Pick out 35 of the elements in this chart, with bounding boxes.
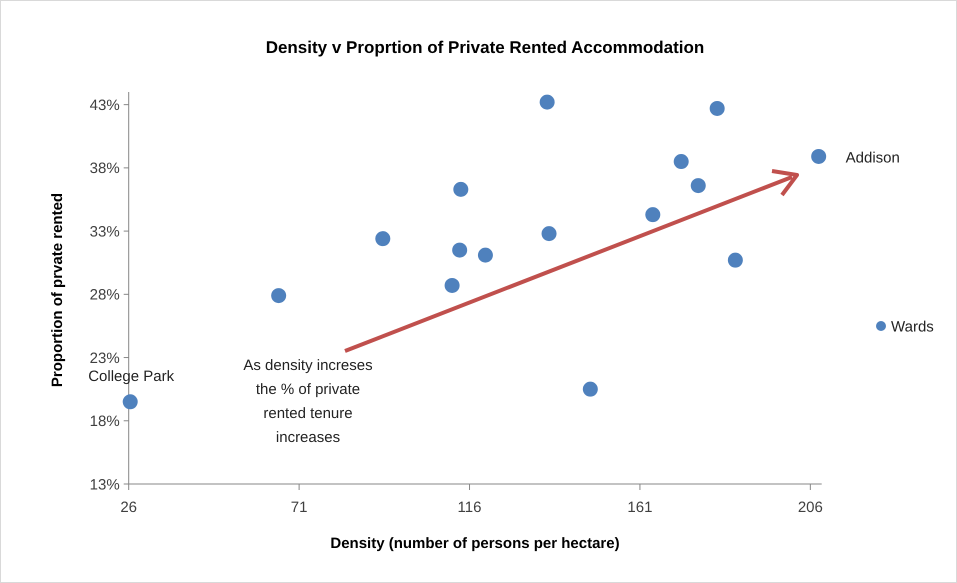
x-tick-label: 116 — [458, 499, 482, 516]
point — [690, 178, 706, 194]
y-tick-label: 33% — [90, 223, 120, 240]
point — [540, 94, 555, 110]
point — [271, 288, 286, 304]
x-tick-label: 71 — [290, 499, 308, 516]
point — [122, 394, 138, 410]
y-axis-title: Proportion of prvate rented — [49, 192, 66, 388]
point — [811, 149, 826, 164]
x-tick-label: 26 — [120, 499, 138, 516]
point — [444, 278, 460, 293]
point — [542, 226, 557, 242]
point — [645, 207, 660, 222]
point — [582, 382, 598, 397]
y-tick-label: 23% — [90, 350, 120, 367]
annotation: As density increses the % of private rented tenure increases — [243, 357, 373, 446]
x-axis-title: Density (number of persons per hectare) — [330, 535, 620, 552]
point — [478, 248, 493, 263]
legend-label: Wards — [891, 318, 934, 336]
x-tick-label: 206 — [798, 499, 823, 516]
point — [453, 182, 468, 197]
y-tick-label: 43% — [90, 96, 120, 114]
point — [375, 231, 390, 246]
x-tick-label: 161 — [627, 499, 652, 516]
annotation: College Park — [88, 368, 175, 385]
point — [728, 252, 743, 268]
chart-title: Density v Proprtion of Private Rented Accommodation — [266, 38, 704, 57]
y-tick-label: 28% — [90, 286, 120, 304]
point — [710, 100, 725, 116]
point — [452, 242, 468, 258]
y-tick-label: 18% — [90, 413, 120, 430]
y-tick-label: 38% — [90, 160, 120, 178]
y-tick-label: 13% — [90, 476, 120, 494]
annotation: Addison — [846, 149, 900, 166]
point — [674, 154, 689, 170]
